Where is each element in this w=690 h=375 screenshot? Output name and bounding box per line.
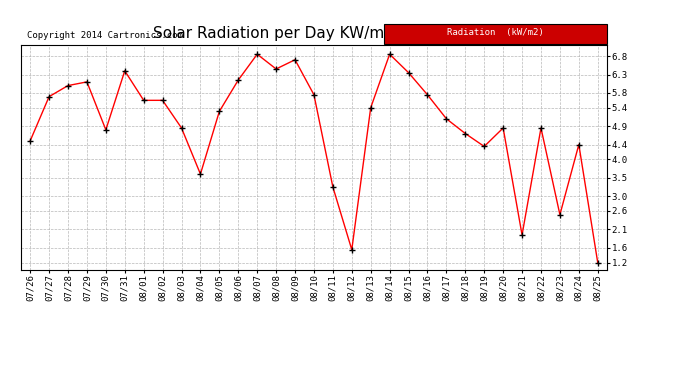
Radiation  (kW/m2)	[310, 93, 318, 97]
Radiation  (kW/m2)	[159, 98, 167, 103]
Radiation  (kW/m2)	[442, 117, 451, 121]
Radiation  (kW/m2)	[555, 212, 564, 217]
Radiation  (kW/m2)	[424, 93, 432, 97]
Radiation  (kW/m2)	[83, 80, 91, 84]
Radiation  (kW/m2)	[366, 105, 375, 110]
Radiation  (kW/m2)	[348, 248, 356, 252]
Radiation  (kW/m2)	[177, 126, 186, 130]
Radiation  (kW/m2)	[404, 70, 413, 75]
Radiation  (kW/m2)	[64, 83, 72, 88]
Text: Radiation  (kW/m2): Radiation (kW/m2)	[447, 28, 544, 37]
Radiation  (kW/m2)	[537, 126, 545, 130]
Radiation  (kW/m2)	[461, 131, 469, 136]
Radiation  (kW/m2)	[101, 128, 110, 132]
Radiation  (kW/m2)	[386, 52, 394, 57]
Radiation  (kW/m2)	[328, 185, 337, 189]
Radiation  (kW/m2)	[253, 52, 262, 57]
FancyBboxPatch shape	[384, 24, 607, 44]
Title: Solar Radiation per Day KW/m2 20140825: Solar Radiation per Day KW/m2 20140825	[152, 26, 475, 41]
Radiation  (kW/m2)	[499, 126, 507, 130]
Line: Radiation  (kW/m2): Radiation (kW/m2)	[28, 51, 600, 266]
Radiation  (kW/m2)	[593, 260, 602, 265]
Radiation  (kW/m2)	[480, 144, 489, 148]
Radiation  (kW/m2)	[518, 233, 526, 237]
Radiation  (kW/m2)	[139, 98, 148, 103]
Radiation  (kW/m2)	[575, 142, 583, 147]
Radiation  (kW/m2)	[234, 78, 242, 82]
Radiation  (kW/m2)	[215, 109, 224, 114]
Radiation  (kW/m2)	[45, 94, 53, 99]
Radiation  (kW/m2)	[291, 57, 299, 62]
Text: Copyright 2014 Cartronics.com: Copyright 2014 Cartronics.com	[26, 32, 182, 40]
Radiation  (kW/m2)	[121, 69, 129, 73]
Radiation  (kW/m2)	[272, 67, 280, 71]
Radiation  (kW/m2)	[26, 139, 34, 143]
Radiation  (kW/m2)	[196, 172, 204, 176]
